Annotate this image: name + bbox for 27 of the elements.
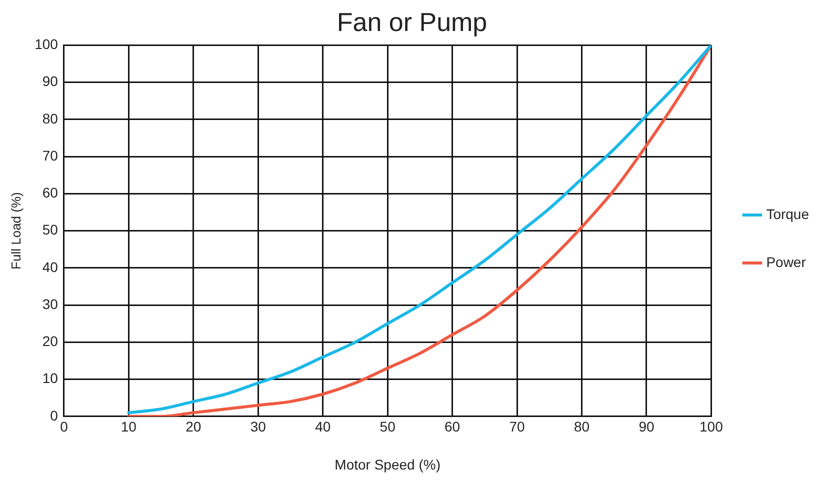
x-tick-label: 0 [60, 418, 68, 435]
x-tick-label: 10 [120, 418, 137, 435]
x-tick-label: 50 [380, 418, 396, 435]
y-tick-label: 100 [34, 36, 58, 52]
x-tick-label: 100 [700, 418, 724, 435]
legend-label: Power [766, 254, 806, 270]
x-axis-title: Motor Speed (%) [334, 456, 440, 472]
x-tick-label: 30 [250, 418, 266, 435]
y-tick-label: 30 [42, 296, 58, 312]
y-tick-label: 0 [50, 407, 58, 424]
y-tick-label: 90 [42, 73, 58, 90]
y-tick-label: 40 [42, 258, 58, 275]
y-tick-label: 80 [42, 110, 58, 126]
x-tick-label: 90 [638, 418, 654, 435]
x-tick-label: 70 [509, 418, 526, 435]
y-tick-label: 60 [42, 184, 58, 201]
y-axis-title: Full Load (%) [8, 192, 24, 270]
y-tick-label: 70 [42, 147, 58, 164]
x-tick-label: 40 [315, 418, 331, 435]
y-tick-label: 50 [42, 222, 58, 238]
x-tick-label: 80 [574, 418, 590, 435]
y-tick-label: 20 [42, 333, 58, 350]
y-tick-label: 10 [42, 370, 58, 386]
x-tick-label: 20 [186, 418, 202, 435]
legend-label: Torque [766, 206, 810, 222]
x-tick-label: 60 [444, 418, 460, 435]
chart-title: Fan or Pump [336, 6, 488, 37]
